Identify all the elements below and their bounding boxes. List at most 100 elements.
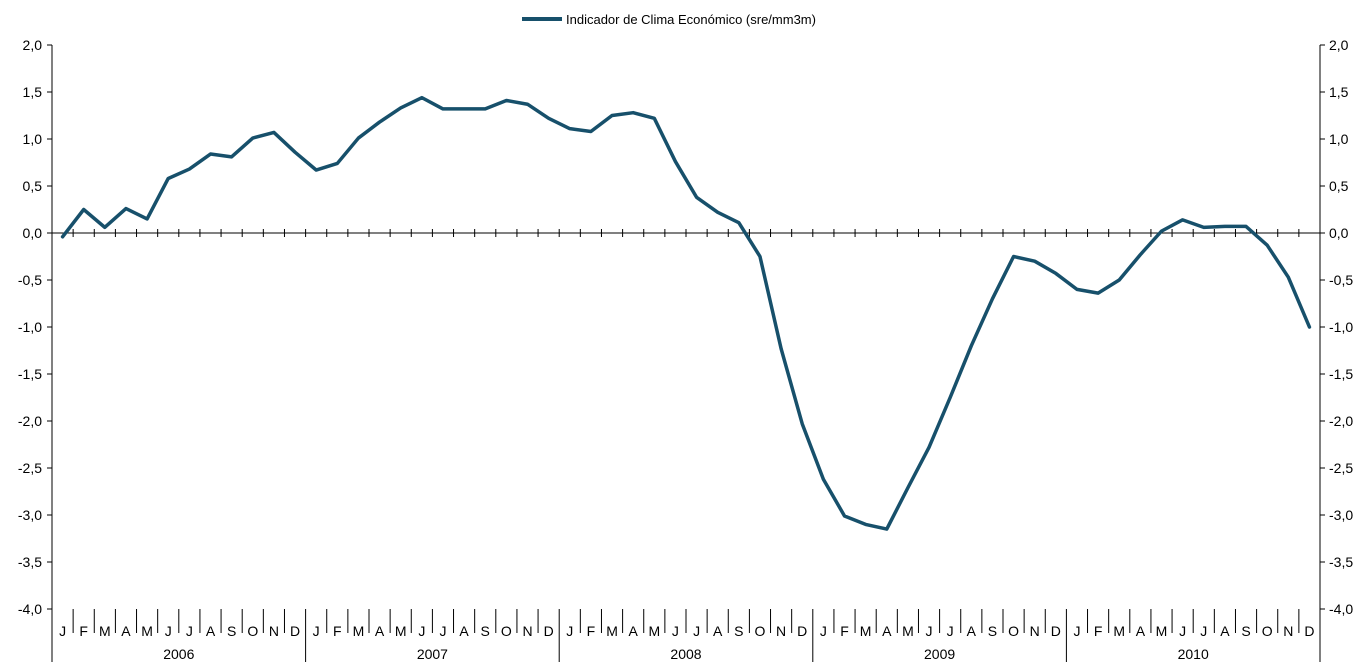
month-label: F (840, 623, 849, 639)
y-axis-left-ticks: 2,0 1,5 1,0 0,5 0,0 -0,5 -1,0 -1,5 -2,0 -2,5 -3,0 -… (18, 37, 52, 617)
year-label: 2010 (1178, 646, 1209, 662)
y-tick-label-left: -2,5 (18, 460, 42, 476)
month-label: M (353, 623, 365, 639)
month-label: A (713, 623, 723, 639)
y-tick-label-right: 2,0 (1329, 37, 1349, 53)
month-label: J (165, 623, 172, 639)
y-tick-label-right: -1,0 (1329, 319, 1353, 335)
month-label: J (672, 623, 679, 639)
month-label: M (1156, 623, 1168, 639)
month-label: A (1136, 623, 1146, 639)
axes (51, 45, 1321, 609)
month-label: N (1030, 623, 1040, 639)
month-label: F (79, 623, 88, 639)
month-label: N (1283, 623, 1293, 639)
month-label: M (648, 623, 660, 639)
month-label: J (59, 623, 66, 639)
month-label: A (1220, 623, 1230, 639)
y-tick-label-left: -4,0 (18, 601, 42, 617)
y-tick-label-right: -4,0 (1329, 601, 1353, 617)
month-label: S (481, 623, 490, 639)
year-label: 2007 (417, 646, 448, 662)
y-tick-label-left: 0,5 (23, 178, 43, 194)
month-label: J (1200, 623, 1207, 639)
month-label: A (121, 623, 131, 639)
month-label: J (418, 623, 425, 639)
y-tick-label-left: 1,5 (23, 84, 43, 100)
y-tick-label-right: 0,0 (1329, 225, 1349, 241)
month-label: N (522, 623, 532, 639)
month-label: J (313, 623, 320, 639)
y-tick-label-right: -0,5 (1329, 272, 1353, 288)
month-label: A (628, 623, 638, 639)
month-label: M (1113, 623, 1125, 639)
y-tick-label-left: 1,0 (23, 131, 43, 147)
y-tick-label-right: 1,5 (1329, 84, 1349, 100)
series-layer (60, 95, 1312, 531)
month-label: F (587, 623, 596, 639)
y-tick-label-right: 0,5 (1329, 178, 1349, 194)
y-tick-label-right: -3,5 (1329, 554, 1353, 570)
month-label: J (566, 623, 573, 639)
month-label: N (269, 623, 279, 639)
month-label: D (544, 623, 554, 639)
month-label: D (290, 623, 300, 639)
year-label: 2006 (163, 646, 194, 662)
month-label: J (1179, 623, 1186, 639)
month-label: A (882, 623, 892, 639)
month-label: M (860, 623, 872, 639)
month-label: J (439, 623, 446, 639)
legend: Indicador de Clima Económico (sre/mm3m) (522, 12, 816, 27)
month-label: J (186, 623, 193, 639)
month-label: M (395, 623, 407, 639)
month-label: J (1073, 623, 1080, 639)
month-label: S (1241, 623, 1250, 639)
month-label: O (501, 623, 512, 639)
month-label: D (1051, 623, 1061, 639)
month-label: A (967, 623, 977, 639)
month-label: A (375, 623, 385, 639)
y-tick-label-left: -2,0 (18, 413, 42, 429)
month-label: A (206, 623, 216, 639)
month-label: D (797, 623, 807, 639)
month-label: O (1008, 623, 1019, 639)
month-label: A (459, 623, 469, 639)
y-tick-label-right: -1,5 (1329, 366, 1353, 382)
month-label: D (1304, 623, 1314, 639)
month-label: M (902, 623, 914, 639)
month-label: F (333, 623, 342, 639)
month-label: J (947, 623, 954, 639)
year-label: 2008 (670, 646, 701, 662)
y-tick-label-right: -3,0 (1329, 507, 1353, 523)
month-label: J (693, 623, 700, 639)
month-label: S (227, 623, 236, 639)
month-label: N (776, 623, 786, 639)
month-label: O (247, 623, 258, 639)
y-axis-right-ticks: 2,0 1,5 1,0 0,5 0,0 -0,5 -1,0 -1,5 -2,0 -2,5 -3,0 -… (1320, 37, 1353, 617)
month-label: S (734, 623, 743, 639)
y-tick-label-left: 2,0 (23, 37, 43, 53)
y-tick-label-right: 1,0 (1329, 131, 1349, 147)
y-tick-label-left: -3,0 (18, 507, 42, 523)
month-label: J (820, 623, 827, 639)
y-tick-label-left: -0,5 (18, 272, 42, 288)
y-tick-label-right: -2,0 (1329, 413, 1353, 429)
year-label: 2009 (924, 646, 955, 662)
y-tick-label-left: 0,0 (23, 225, 43, 241)
month-label: S (988, 623, 997, 639)
series-line (60, 95, 1312, 531)
y-tick-label-left: -1,5 (18, 366, 42, 382)
y-tick-label-left: -3,5 (18, 554, 42, 570)
month-label: O (755, 623, 766, 639)
legend-label: Indicador de Clima Económico (sre/mm3m) (566, 12, 816, 27)
y-tick-label-left: -1,0 (18, 319, 42, 335)
month-label: F (1094, 623, 1103, 639)
y-tick-label-right: -2,5 (1329, 460, 1353, 476)
month-label: M (606, 623, 618, 639)
month-label: O (1262, 623, 1273, 639)
month-label: M (99, 623, 111, 639)
month-label: J (926, 623, 933, 639)
month-label: M (141, 623, 153, 639)
